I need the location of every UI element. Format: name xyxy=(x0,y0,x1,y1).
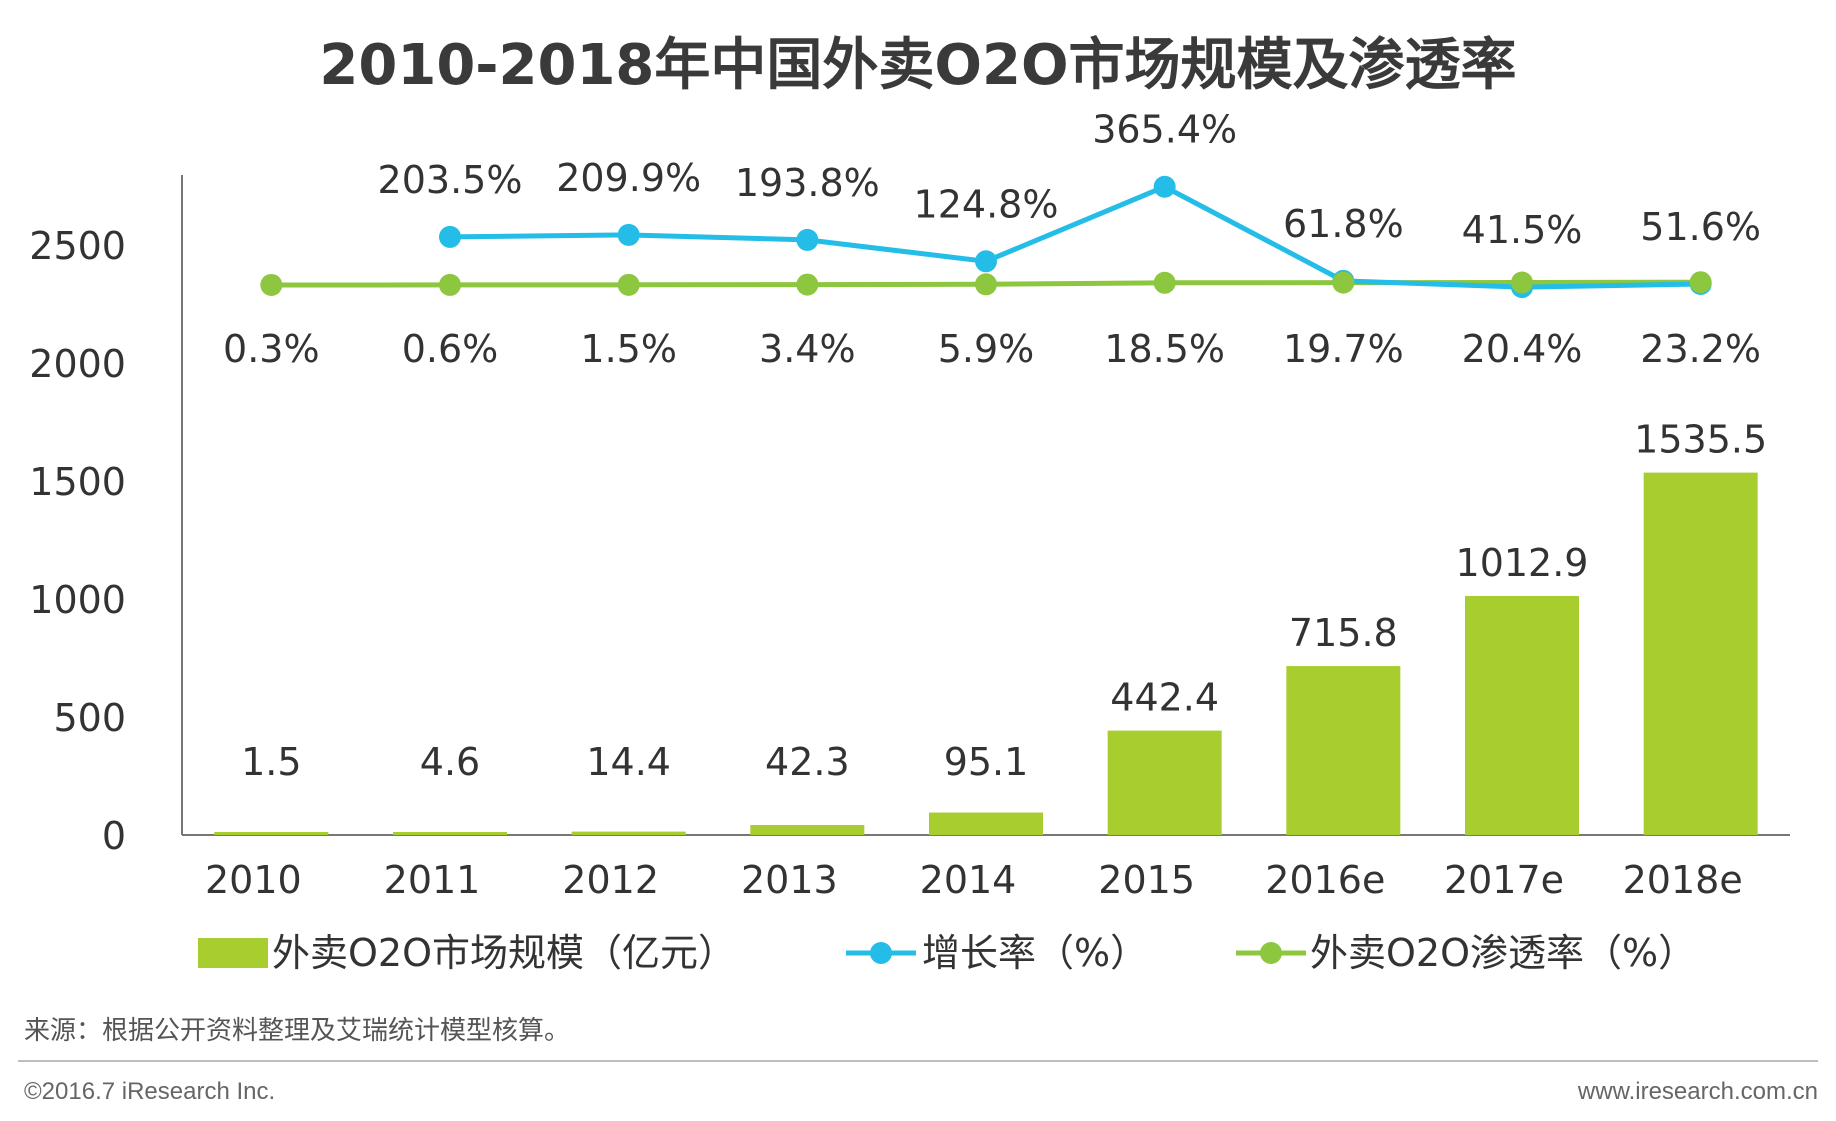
growth-rate-point xyxy=(796,228,819,251)
bar-value-label: 1535.5 xyxy=(1634,418,1767,462)
x-tick-label: 2017e xyxy=(1444,858,1564,902)
bar-value-label: 4.6 xyxy=(420,740,480,784)
penetration-label: 19.7% xyxy=(1283,327,1404,371)
bar xyxy=(1286,666,1401,835)
bar xyxy=(1643,472,1758,835)
growth-rate-label: 51.6% xyxy=(1640,205,1761,249)
penetration-point xyxy=(1332,271,1355,294)
chart-title: 2010-2018年中国外卖O2O市场规模及渗透率 xyxy=(319,33,1516,98)
legend-penetration-label: 外卖O2O渗透率（%） xyxy=(1310,931,1696,975)
growth-rate-line xyxy=(449,183,1701,290)
penetration-point xyxy=(1511,271,1533,294)
penetration-label: 23.2% xyxy=(1640,327,1761,371)
bar xyxy=(214,832,329,835)
x-tick-label: 2014 xyxy=(920,858,1017,902)
footer-divider xyxy=(18,1060,1818,1062)
bar-value-label: 14.4 xyxy=(586,740,671,784)
y-tick-label: 2000 xyxy=(29,342,126,386)
penetration-label: 1.5% xyxy=(580,327,677,371)
growth-rate-label: 365.4% xyxy=(1092,108,1237,152)
penetration-label: 0.3% xyxy=(223,327,320,371)
bar xyxy=(393,832,507,835)
copyright-text: ©2016.7 iResearch Inc. xyxy=(24,1078,276,1105)
x-tick-label: 2013 xyxy=(741,858,838,902)
legend-growth-label: 增长率（%） xyxy=(922,931,1148,975)
growth-rate-label: 41.5% xyxy=(1462,208,1583,252)
penetration-point xyxy=(1689,271,1712,294)
penetration-point xyxy=(617,273,640,296)
growth-rate-point xyxy=(975,250,997,273)
x-tick-label: 2015 xyxy=(1098,858,1195,902)
source-note: 来源：根据公开资料整理及艾瑞统计模型核算。 xyxy=(24,1016,571,1046)
growth-rate-label: 203.5% xyxy=(378,158,523,202)
x-tick-label: 2016e xyxy=(1265,858,1385,902)
bar xyxy=(571,831,686,835)
legend-bar-swatch xyxy=(198,938,268,968)
bar-value-label: 95.1 xyxy=(944,740,1029,784)
x-tick-label: 2018e xyxy=(1623,858,1743,902)
bar-value-label: 442.4 xyxy=(1110,676,1219,720)
bar xyxy=(1465,595,1579,835)
website-text: www.iresearch.com.cn xyxy=(1577,1078,1818,1105)
y-tick-label: 500 xyxy=(53,696,126,740)
y-tick-label: 1500 xyxy=(29,460,126,504)
growth-rate-point xyxy=(1153,175,1176,198)
legend-bar-label: 外卖O2O市场规模（亿元） xyxy=(272,931,736,975)
growth-rate-point xyxy=(617,223,640,246)
bar xyxy=(750,825,865,835)
growth-rate-label: 61.8% xyxy=(1283,202,1404,246)
penetration-point xyxy=(796,273,819,296)
penetration-point xyxy=(975,273,997,296)
y-tick-label: 0 xyxy=(102,814,126,858)
legend-penetration-marker xyxy=(1260,942,1282,964)
bar xyxy=(1107,730,1222,835)
bar xyxy=(929,812,1043,835)
growth-rate-label: 193.8% xyxy=(735,161,880,205)
growth-rate-label: 124.8% xyxy=(914,182,1059,226)
penetration-label: 18.5% xyxy=(1104,327,1225,371)
x-tick-label: 2011 xyxy=(384,858,481,902)
x-tick-label: 2010 xyxy=(205,858,302,902)
legend-growth-marker xyxy=(870,942,892,964)
y-tick-label: 2500 xyxy=(29,224,126,268)
penetration-label: 3.4% xyxy=(759,327,856,371)
bar-value-label: 1.5 xyxy=(241,740,301,784)
bar-value-label: 42.3 xyxy=(765,740,850,784)
penetration-point xyxy=(1153,271,1176,294)
x-tick-label: 2012 xyxy=(562,858,659,902)
bar-value-label: 715.8 xyxy=(1289,611,1398,655)
y-tick-label: 1000 xyxy=(29,578,126,622)
penetration-label: 20.4% xyxy=(1462,327,1583,371)
growth-rate-point xyxy=(439,225,461,248)
growth-rate-label: 209.9% xyxy=(556,156,701,200)
penetration-point xyxy=(260,273,283,296)
bar-value-label: 1012.9 xyxy=(1456,541,1589,585)
penetration-label: 5.9% xyxy=(938,327,1035,371)
penetration-point xyxy=(439,273,461,296)
penetration-label: 0.6% xyxy=(402,327,499,371)
